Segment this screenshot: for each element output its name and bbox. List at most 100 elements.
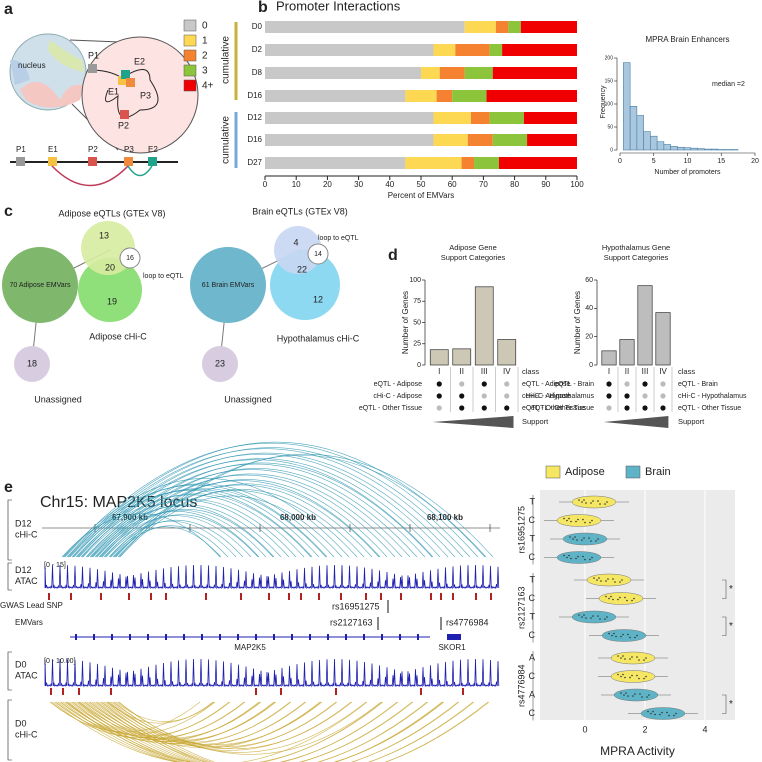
range-label: [0 - 15] xyxy=(44,562,66,569)
legend-label: Adipose xyxy=(565,466,605,478)
chart-title: Support Categories xyxy=(604,253,669,262)
chromatin-blob xyxy=(48,40,84,72)
zoom-circle xyxy=(81,36,199,154)
jitter-point xyxy=(634,636,636,639)
matrix-dot xyxy=(624,381,630,387)
matrix-dot xyxy=(642,393,648,399)
chic-arc xyxy=(50,701,230,738)
jitter-point xyxy=(626,599,628,602)
jitter-point xyxy=(563,517,565,520)
e1-marker xyxy=(48,157,57,166)
chic-arc xyxy=(57,701,383,762)
bar-segment xyxy=(527,134,577,146)
venn-circle xyxy=(274,226,322,274)
exon xyxy=(93,634,95,640)
x-tick-label: 40 xyxy=(385,180,394,189)
venn-label: 12 xyxy=(313,294,323,304)
element-label: P3 xyxy=(140,90,151,100)
venn-circle xyxy=(119,247,141,269)
peak-block xyxy=(420,688,422,695)
jitter-point xyxy=(668,714,670,717)
track-label: D12 xyxy=(15,518,32,528)
jitter-point xyxy=(627,633,629,636)
jitter-point xyxy=(643,659,645,661)
row-label: D16 xyxy=(247,91,262,100)
element-label: P2 xyxy=(88,145,98,154)
venn-label: Hypothalamus cHi-C xyxy=(277,333,360,343)
element-label: P1 xyxy=(16,145,26,154)
matrix-row-label: eQTL - Brain xyxy=(678,381,718,388)
bar-segment xyxy=(265,44,434,56)
jitter-point xyxy=(588,537,590,539)
chic-arc xyxy=(113,701,367,753)
chic-arc xyxy=(96,474,396,558)
venn-label: 18 xyxy=(27,358,37,368)
chic-arc xyxy=(64,484,328,558)
jitter-point xyxy=(611,634,613,637)
bar-segment xyxy=(433,112,471,124)
bar-segment xyxy=(265,112,434,124)
y-axis-label: Number of Genes xyxy=(401,291,410,354)
group-label: rs16951275 xyxy=(516,506,526,554)
jitter-point xyxy=(597,500,599,502)
chic-arc xyxy=(77,701,443,762)
violin xyxy=(556,551,602,564)
x-tick-label: 90 xyxy=(541,180,550,189)
hist-bar xyxy=(710,148,719,151)
support-wedge xyxy=(603,416,669,428)
jitter-point xyxy=(600,580,602,582)
matrix-dot xyxy=(481,381,487,387)
hist-bar xyxy=(670,146,678,151)
jitter-point xyxy=(620,692,622,694)
venn-label: 61 Brain EMVars xyxy=(202,282,255,289)
matrix-row-label: cHi-C - Adipose xyxy=(522,393,571,400)
matrix-dot xyxy=(660,393,666,399)
y-axis-label: Frequency xyxy=(600,85,607,119)
bar-segment xyxy=(520,21,577,33)
peak-block xyxy=(340,593,342,600)
bar-segment xyxy=(265,157,406,169)
hist-bar xyxy=(704,148,712,151)
sig-bracket xyxy=(722,694,727,714)
x-tick-label: 0 xyxy=(618,158,622,165)
jitter-point xyxy=(582,518,584,521)
venn-label: 13 xyxy=(99,230,109,240)
exon xyxy=(219,634,221,640)
group-label: cumulative xyxy=(221,116,232,164)
peak-block xyxy=(318,593,320,600)
y-tick-label: 50 xyxy=(607,124,613,130)
jitter-point xyxy=(584,521,586,524)
element-label: P1 xyxy=(88,50,99,60)
legend-label: 3 xyxy=(202,66,208,77)
peak-block xyxy=(50,688,52,695)
chic-arc xyxy=(60,701,260,742)
jitter-point xyxy=(643,677,645,680)
jitter-point xyxy=(673,714,675,717)
jitter-point xyxy=(647,710,649,713)
exon xyxy=(273,634,275,640)
venn-label: 19 xyxy=(107,296,117,306)
jitter-point xyxy=(590,540,592,542)
legend-label: Brain xyxy=(645,466,671,478)
chic-arc xyxy=(82,500,290,558)
chic-arc xyxy=(112,483,380,558)
matrix-row-label: eQTL - Other Tissue xyxy=(359,405,422,412)
bar-segment xyxy=(492,134,528,146)
chic-arc xyxy=(75,488,327,558)
chart-title: Hypothalamus Gene xyxy=(602,243,670,252)
element-label: P3 xyxy=(124,145,134,154)
coord-label: 68,000 kb xyxy=(280,513,316,522)
hist-bar xyxy=(683,147,692,151)
bar-segment xyxy=(439,67,465,79)
jitter-point xyxy=(566,519,568,522)
chic-arc xyxy=(104,479,388,558)
y-tick-label: 50 xyxy=(413,319,421,326)
jitter-point xyxy=(583,537,585,539)
bar-segment xyxy=(464,21,496,33)
legend-label: 0 xyxy=(202,21,208,32)
venn-label: 22 xyxy=(297,264,307,274)
jitter-point xyxy=(566,556,568,559)
chic-arc xyxy=(101,480,381,558)
jitter-point xyxy=(585,617,587,619)
row-label: D2 xyxy=(252,45,263,54)
